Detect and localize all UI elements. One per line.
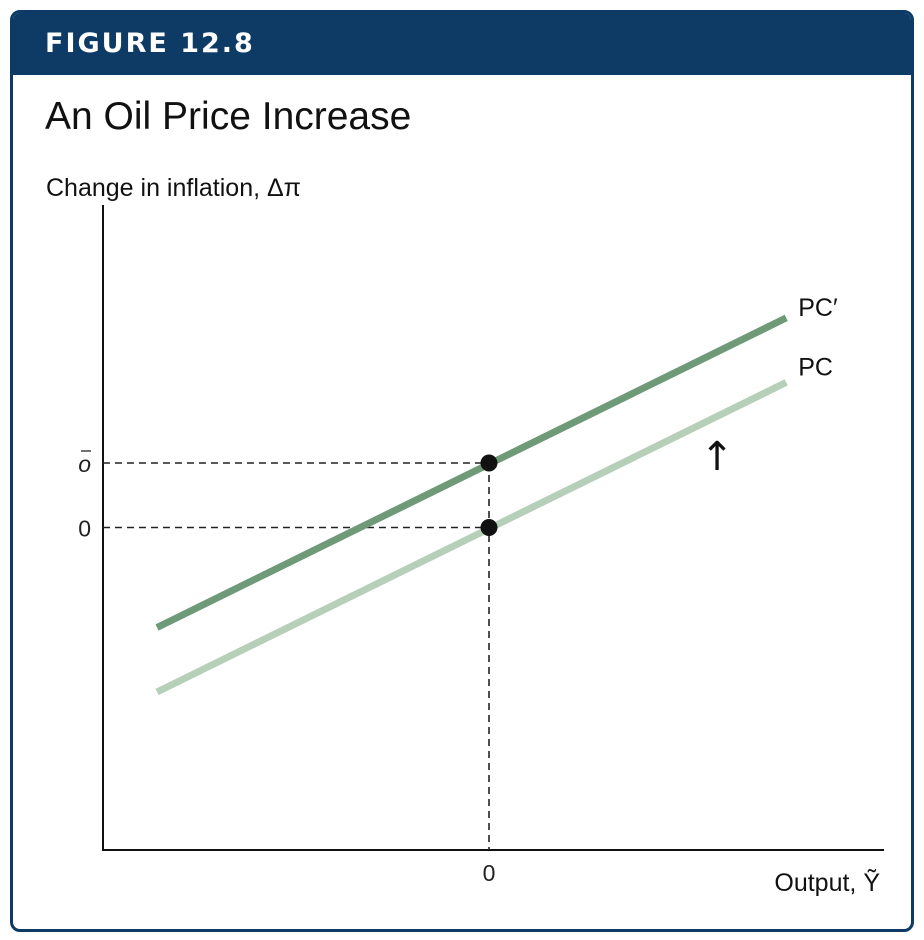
shift-up-arrow: ↑ — [700, 434, 734, 480]
y-tick-label-0: 0 — [78, 516, 91, 542]
y-tick-label-1: o — [78, 451, 91, 477]
equilibrium-point-0 — [480, 454, 498, 472]
equilibrium-point-1 — [480, 519, 498, 536]
figure-banner: FIGURE 12.8 — [13, 13, 911, 75]
y-axis-label: Change in inflation, Δπ — [46, 174, 301, 202]
x-tick-label-0: 0 — [483, 860, 496, 886]
series-label-pc-prime: PC′ — [798, 294, 838, 322]
series-line-pc-prime — [155, 314, 788, 631]
series-label-pc: PC — [798, 353, 833, 381]
figure-title: An Oil Price Increase — [45, 95, 412, 138]
figure-label: FIGURE 12.8 — [45, 28, 255, 59]
x-axis-label: Output, Ỹ — [774, 868, 880, 897]
series-line-pc — [155, 379, 788, 696]
figure-frame: FIGURE 12.8 An Oil Price Increase — [10, 10, 914, 932]
